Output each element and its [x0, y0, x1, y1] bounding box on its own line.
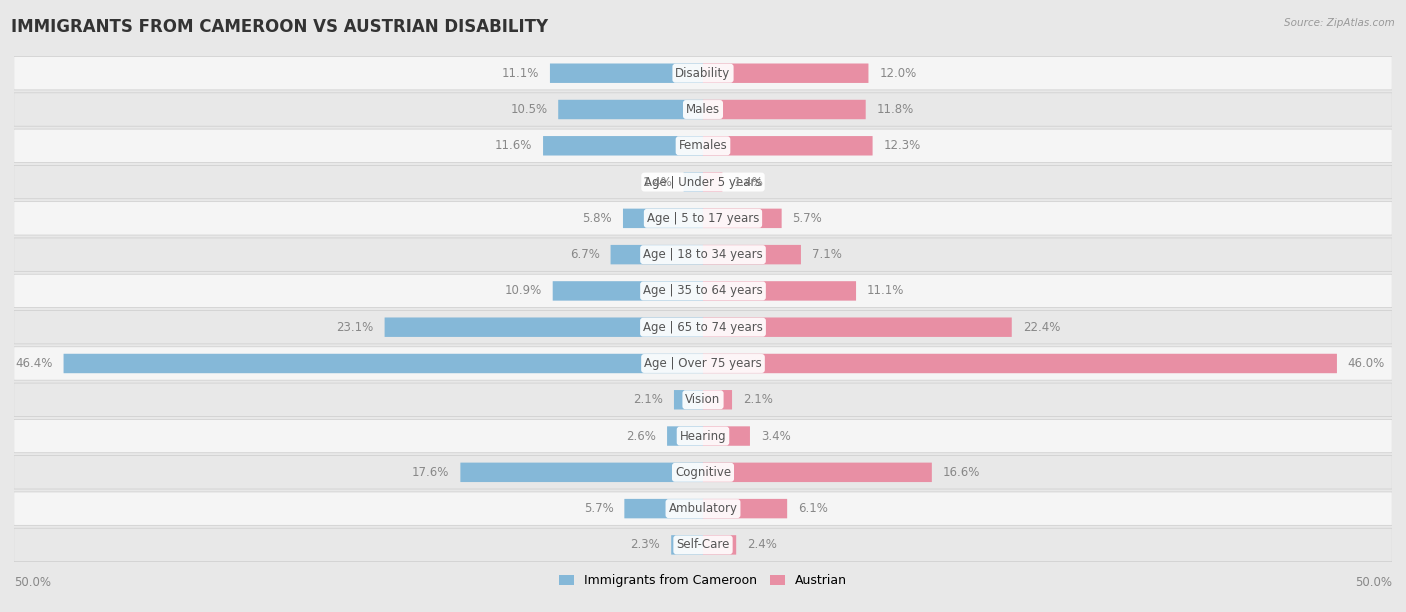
FancyBboxPatch shape: [666, 427, 703, 446]
Text: 11.8%: 11.8%: [876, 103, 914, 116]
Text: 46.4%: 46.4%: [15, 357, 52, 370]
FancyBboxPatch shape: [14, 165, 1392, 199]
FancyBboxPatch shape: [460, 463, 703, 482]
Text: 5.7%: 5.7%: [793, 212, 823, 225]
Text: 23.1%: 23.1%: [336, 321, 374, 334]
Text: 2.4%: 2.4%: [747, 539, 778, 551]
Text: 10.9%: 10.9%: [505, 285, 541, 297]
FancyBboxPatch shape: [14, 347, 1392, 380]
FancyBboxPatch shape: [14, 310, 1392, 344]
Text: 5.7%: 5.7%: [583, 502, 613, 515]
Text: Ambulatory: Ambulatory: [668, 502, 738, 515]
FancyBboxPatch shape: [63, 354, 703, 373]
FancyBboxPatch shape: [703, 245, 801, 264]
Text: 1.4%: 1.4%: [643, 176, 672, 188]
Text: Age | 18 to 34 years: Age | 18 to 34 years: [643, 248, 763, 261]
Text: Source: ZipAtlas.com: Source: ZipAtlas.com: [1284, 18, 1395, 28]
Text: 46.0%: 46.0%: [1348, 357, 1385, 370]
Text: 7.1%: 7.1%: [811, 248, 842, 261]
Text: Females: Females: [679, 140, 727, 152]
Text: Age | 65 to 74 years: Age | 65 to 74 years: [643, 321, 763, 334]
Text: 5.8%: 5.8%: [582, 212, 612, 225]
Text: 16.6%: 16.6%: [943, 466, 980, 479]
FancyBboxPatch shape: [703, 209, 782, 228]
Text: Males: Males: [686, 103, 720, 116]
Text: 1.4%: 1.4%: [734, 176, 763, 188]
Text: 2.6%: 2.6%: [626, 430, 657, 442]
FancyBboxPatch shape: [610, 245, 703, 264]
FancyBboxPatch shape: [14, 383, 1392, 416]
FancyBboxPatch shape: [543, 136, 703, 155]
Text: IMMIGRANTS FROM CAMEROON VS AUSTRIAN DISABILITY: IMMIGRANTS FROM CAMEROON VS AUSTRIAN DIS…: [11, 18, 548, 36]
FancyBboxPatch shape: [14, 129, 1392, 162]
Text: 6.7%: 6.7%: [569, 248, 599, 261]
Text: Cognitive: Cognitive: [675, 466, 731, 479]
Text: 11.6%: 11.6%: [495, 140, 531, 152]
FancyBboxPatch shape: [683, 173, 703, 192]
FancyBboxPatch shape: [14, 202, 1392, 235]
Text: Age | Under 5 years: Age | Under 5 years: [644, 176, 762, 188]
Text: Self-Care: Self-Care: [676, 539, 730, 551]
FancyBboxPatch shape: [14, 238, 1392, 271]
FancyBboxPatch shape: [703, 64, 869, 83]
FancyBboxPatch shape: [703, 100, 866, 119]
FancyBboxPatch shape: [624, 499, 703, 518]
FancyBboxPatch shape: [14, 56, 1392, 90]
FancyBboxPatch shape: [703, 463, 932, 482]
Legend: Immigrants from Cameroon, Austrian: Immigrants from Cameroon, Austrian: [554, 569, 852, 592]
Text: 12.0%: 12.0%: [879, 67, 917, 80]
FancyBboxPatch shape: [703, 427, 749, 446]
Text: 6.1%: 6.1%: [799, 502, 828, 515]
FancyBboxPatch shape: [550, 64, 703, 83]
FancyBboxPatch shape: [703, 136, 873, 155]
FancyBboxPatch shape: [553, 281, 703, 300]
FancyBboxPatch shape: [703, 318, 1012, 337]
Text: Vision: Vision: [685, 394, 721, 406]
Text: 11.1%: 11.1%: [868, 285, 904, 297]
Text: Age | 35 to 64 years: Age | 35 to 64 years: [643, 285, 763, 297]
FancyBboxPatch shape: [385, 318, 703, 337]
FancyBboxPatch shape: [14, 492, 1392, 525]
FancyBboxPatch shape: [14, 93, 1392, 126]
FancyBboxPatch shape: [703, 499, 787, 518]
FancyBboxPatch shape: [703, 390, 733, 409]
Text: 11.1%: 11.1%: [502, 67, 538, 80]
Text: 50.0%: 50.0%: [1355, 576, 1392, 589]
Text: Age | Over 75 years: Age | Over 75 years: [644, 357, 762, 370]
Text: 2.3%: 2.3%: [630, 539, 661, 551]
FancyBboxPatch shape: [14, 274, 1392, 308]
Text: 12.3%: 12.3%: [883, 140, 921, 152]
FancyBboxPatch shape: [14, 419, 1392, 453]
Text: 2.1%: 2.1%: [742, 394, 773, 406]
FancyBboxPatch shape: [14, 528, 1392, 562]
Text: 22.4%: 22.4%: [1022, 321, 1060, 334]
FancyBboxPatch shape: [703, 354, 1337, 373]
Text: Hearing: Hearing: [679, 430, 727, 442]
Text: 10.5%: 10.5%: [510, 103, 547, 116]
Text: Age | 5 to 17 years: Age | 5 to 17 years: [647, 212, 759, 225]
Text: 2.1%: 2.1%: [633, 394, 664, 406]
Text: Disability: Disability: [675, 67, 731, 80]
FancyBboxPatch shape: [673, 390, 703, 409]
FancyBboxPatch shape: [671, 535, 703, 554]
FancyBboxPatch shape: [623, 209, 703, 228]
Text: 50.0%: 50.0%: [14, 576, 51, 589]
FancyBboxPatch shape: [703, 173, 723, 192]
FancyBboxPatch shape: [703, 281, 856, 300]
FancyBboxPatch shape: [558, 100, 703, 119]
FancyBboxPatch shape: [703, 535, 737, 554]
FancyBboxPatch shape: [14, 456, 1392, 489]
Text: 17.6%: 17.6%: [412, 466, 450, 479]
Text: 3.4%: 3.4%: [761, 430, 790, 442]
